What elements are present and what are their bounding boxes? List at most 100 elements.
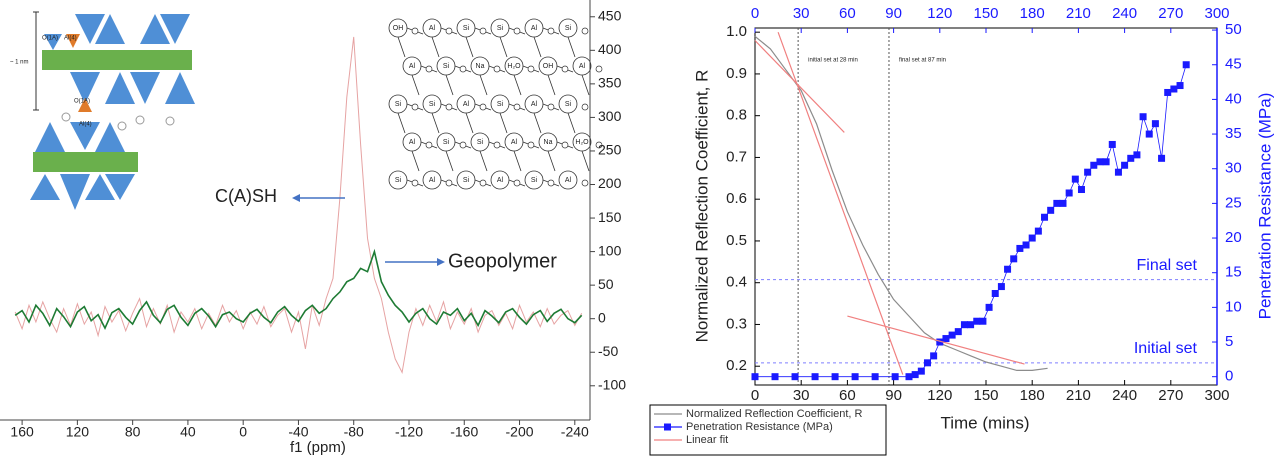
oxygen [479,179,487,187]
data-point [891,373,899,381]
bond [513,150,522,172]
bond [547,150,556,172]
tetrahedron [105,174,135,200]
data-point [1164,88,1172,96]
atom-label: Si [565,101,572,108]
data-point [1016,244,1024,252]
annotation: Geopolymer [448,250,557,272]
y-tick-label: 0.7 [726,148,747,165]
x-tick-label: -160 [450,424,478,440]
oxygen [493,141,501,149]
x-tick-label: 0 [239,424,247,440]
reference-label: Final set [1137,257,1198,274]
atom-label: H₂O [575,139,589,146]
x-tick-label: -240 [561,424,589,440]
y-tick-label: 0.6 [726,190,747,207]
bond [567,36,576,58]
atom-label: Si [443,63,450,70]
bond [445,74,454,96]
legend-label: Linear fit [686,434,728,446]
x-tick-label: 240 [1112,387,1137,404]
y2-tick-label: 10 [1225,298,1242,315]
oxygen [581,27,589,35]
inset-label: O(1A) [42,36,58,42]
data-point [991,289,999,297]
x-tick-label: -120 [395,424,423,440]
atom-ring [558,170,578,190]
x-tick-label: 120 [66,424,90,440]
oxygen [547,27,555,35]
oxygen [411,103,419,111]
y-tick-label: 200 [598,175,622,191]
inset-label: Al(4) [64,36,77,42]
reference-label: final set at 87 min [899,58,946,64]
x-tick-label: 60 [839,387,856,404]
tetrahedron [140,14,170,44]
oxygen [445,103,453,111]
data-point [851,373,859,381]
data-point [1139,113,1147,121]
top-tick-label: 120 [927,5,952,22]
data-point [1041,213,1049,221]
layer-inset: ~ 1 nm O(1A) Al(4) O(1A) Al(4) [10,11,195,210]
legend-label: Penetration Resistance (MPa) [686,421,833,433]
tetrahedron [60,174,90,210]
bond [397,36,406,58]
inset-label: O(1A) [74,99,90,105]
al-tetrahedron [66,34,80,48]
tetrahedron [95,122,125,152]
data-point [1145,130,1153,138]
y-tick-label: 350 [598,75,622,91]
atom-label: Al [531,25,538,32]
bond [479,74,488,96]
ion [135,115,145,125]
data-point [917,367,925,375]
bond [533,36,542,58]
atom-label: Al [429,177,436,184]
x-tick-label: 160 [10,424,34,440]
oxygen [527,141,535,149]
atom-label: Si [463,25,470,32]
y-tick-label: -50 [598,343,618,359]
y2-tick-label: 25 [1225,194,1242,211]
x-tick-label: 180 [1020,387,1045,404]
data-point [1121,161,1129,169]
data-point [1170,85,1178,93]
data-point [1022,241,1030,249]
top-tick-label: 270 [1158,5,1183,22]
oxygen [493,65,501,73]
y2-tick-label: 40 [1225,90,1242,107]
y-tick-label: 0.8 [726,107,747,124]
atom-label: Si [463,177,470,184]
tetrahedron [85,174,115,200]
data-point [1077,186,1085,194]
bond [479,150,488,172]
series-line [754,35,1048,371]
tetrahedron [160,14,190,44]
data-point [911,371,919,379]
ion [117,121,127,131]
atom-label: Si [497,101,504,108]
bond [581,74,590,96]
data-point [1114,168,1122,176]
atom-label: Na [476,63,485,70]
octahedral-layer [42,50,192,70]
bond [533,112,542,134]
y-tick-label: 1.0 [726,23,747,40]
oxygen [561,141,569,149]
series-line [754,31,1025,375]
data-point [1004,265,1012,273]
bond [411,74,420,96]
oxygen [547,179,555,187]
oxygen [425,65,433,73]
y-tick-label: 250 [598,142,622,158]
data-point [967,321,975,329]
data-point [942,335,950,343]
bond [513,74,522,96]
plot-frame [754,27,1218,386]
oxygen [425,141,433,149]
x-axis-title: Time (mins) [940,413,1029,432]
data-point [1182,61,1190,69]
top-tick-label: 240 [1112,5,1137,22]
